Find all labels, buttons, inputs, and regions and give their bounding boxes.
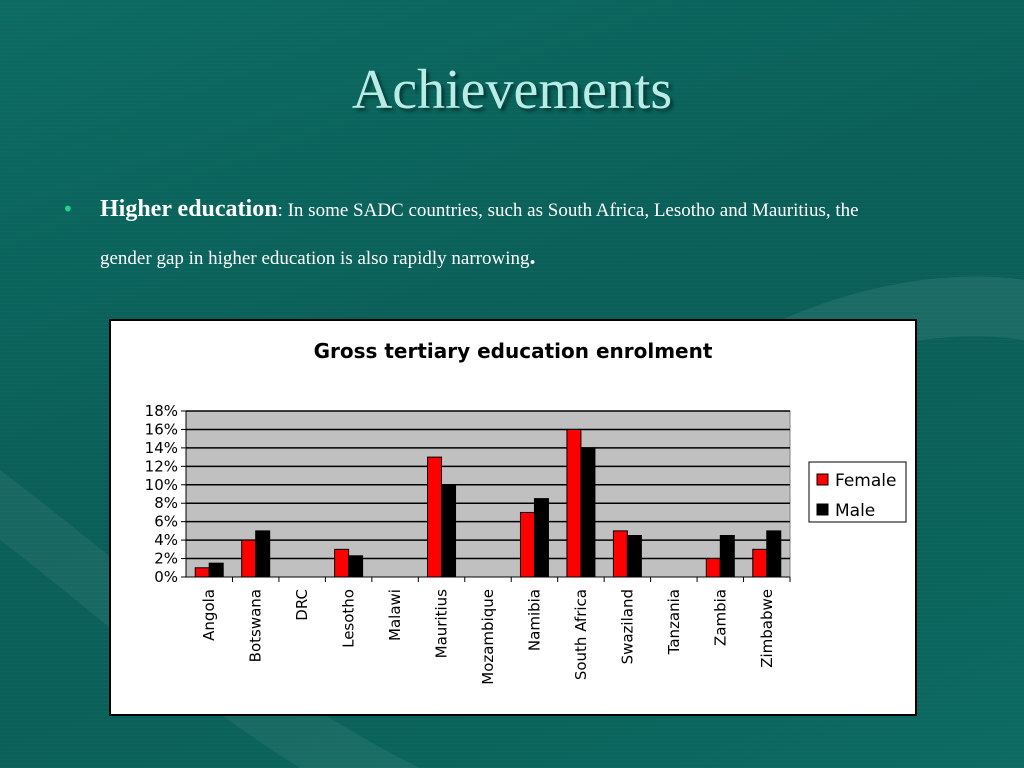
x-tick-label: Mozambique <box>479 589 497 685</box>
x-tick-label: Zimbabwe <box>758 589 776 668</box>
bullet-separator: : <box>277 200 283 221</box>
bar-female <box>705 558 721 578</box>
x-tick-label: Mauritius <box>433 589 451 659</box>
y-tick-label: 8% <box>154 494 178 512</box>
bar-female <box>334 548 350 578</box>
x-tick-label: Swaziland <box>618 589 636 664</box>
y-tick-label: 14% <box>145 439 178 457</box>
bar-female <box>194 567 210 578</box>
y-tick-label: 12% <box>145 457 178 475</box>
x-tick-label: Zambia <box>711 589 729 646</box>
legend-label-male: Male <box>835 501 875 521</box>
bar-male <box>441 484 457 578</box>
bullet-heading: Higher education <box>100 196 278 222</box>
plot-area <box>185 410 791 578</box>
bar-female <box>612 530 628 578</box>
bar-male <box>766 530 782 578</box>
bar-female <box>566 428 582 578</box>
x-tick-label: Malawi <box>386 589 404 641</box>
bar-female <box>241 539 257 578</box>
bar-male <box>348 555 364 578</box>
legend-swatch-male <box>816 503 829 516</box>
bar-male <box>533 498 549 578</box>
bar-male <box>719 535 735 578</box>
y-tick-label: 18% <box>145 402 178 420</box>
bullet-end: . <box>529 244 536 270</box>
bullet-dot-icon: • <box>62 197 74 221</box>
bullet-text: Higher education: In some SADC countries… <box>100 186 900 282</box>
bar-male <box>208 562 224 578</box>
y-tick-label: 4% <box>154 531 178 549</box>
bar-female <box>427 456 443 578</box>
chart-title: Gross tertiary education enrolment <box>314 339 713 363</box>
legend-label-female: Female <box>835 471 896 491</box>
x-tick-label: Tanzania <box>665 589 683 655</box>
y-tick-label: 2% <box>154 550 178 568</box>
bar-male <box>580 447 596 578</box>
bullet-body: In some SADC countries, such as South Af… <box>100 200 859 269</box>
y-tick-label: 10% <box>145 476 178 494</box>
x-tick-label: Botswana <box>247 589 265 662</box>
y-tick-label: 0% <box>154 568 178 586</box>
bar-female <box>519 511 535 578</box>
enrolment-chart: Gross tertiary education enrolment 0%2%4… <box>145 339 907 685</box>
x-tick-label: Lesotho <box>340 589 358 648</box>
bar-female <box>752 548 768 578</box>
chart-container: Gross tertiary education enrolment 0% 2% 4… <box>109 319 917 716</box>
legend-swatch-female <box>816 473 829 486</box>
slide-title: Achievements <box>351 59 673 121</box>
x-tick-label: DRC <box>293 589 311 621</box>
x-tick-label: Angola <box>200 589 218 641</box>
x-tick-label: Namibia <box>525 589 543 651</box>
y-tick-label: 6% <box>154 513 178 531</box>
y-tick-label: 16% <box>145 420 178 438</box>
bar-male <box>255 530 271 578</box>
bar-male <box>626 535 642 578</box>
x-tick-label: South Africa <box>572 589 590 680</box>
